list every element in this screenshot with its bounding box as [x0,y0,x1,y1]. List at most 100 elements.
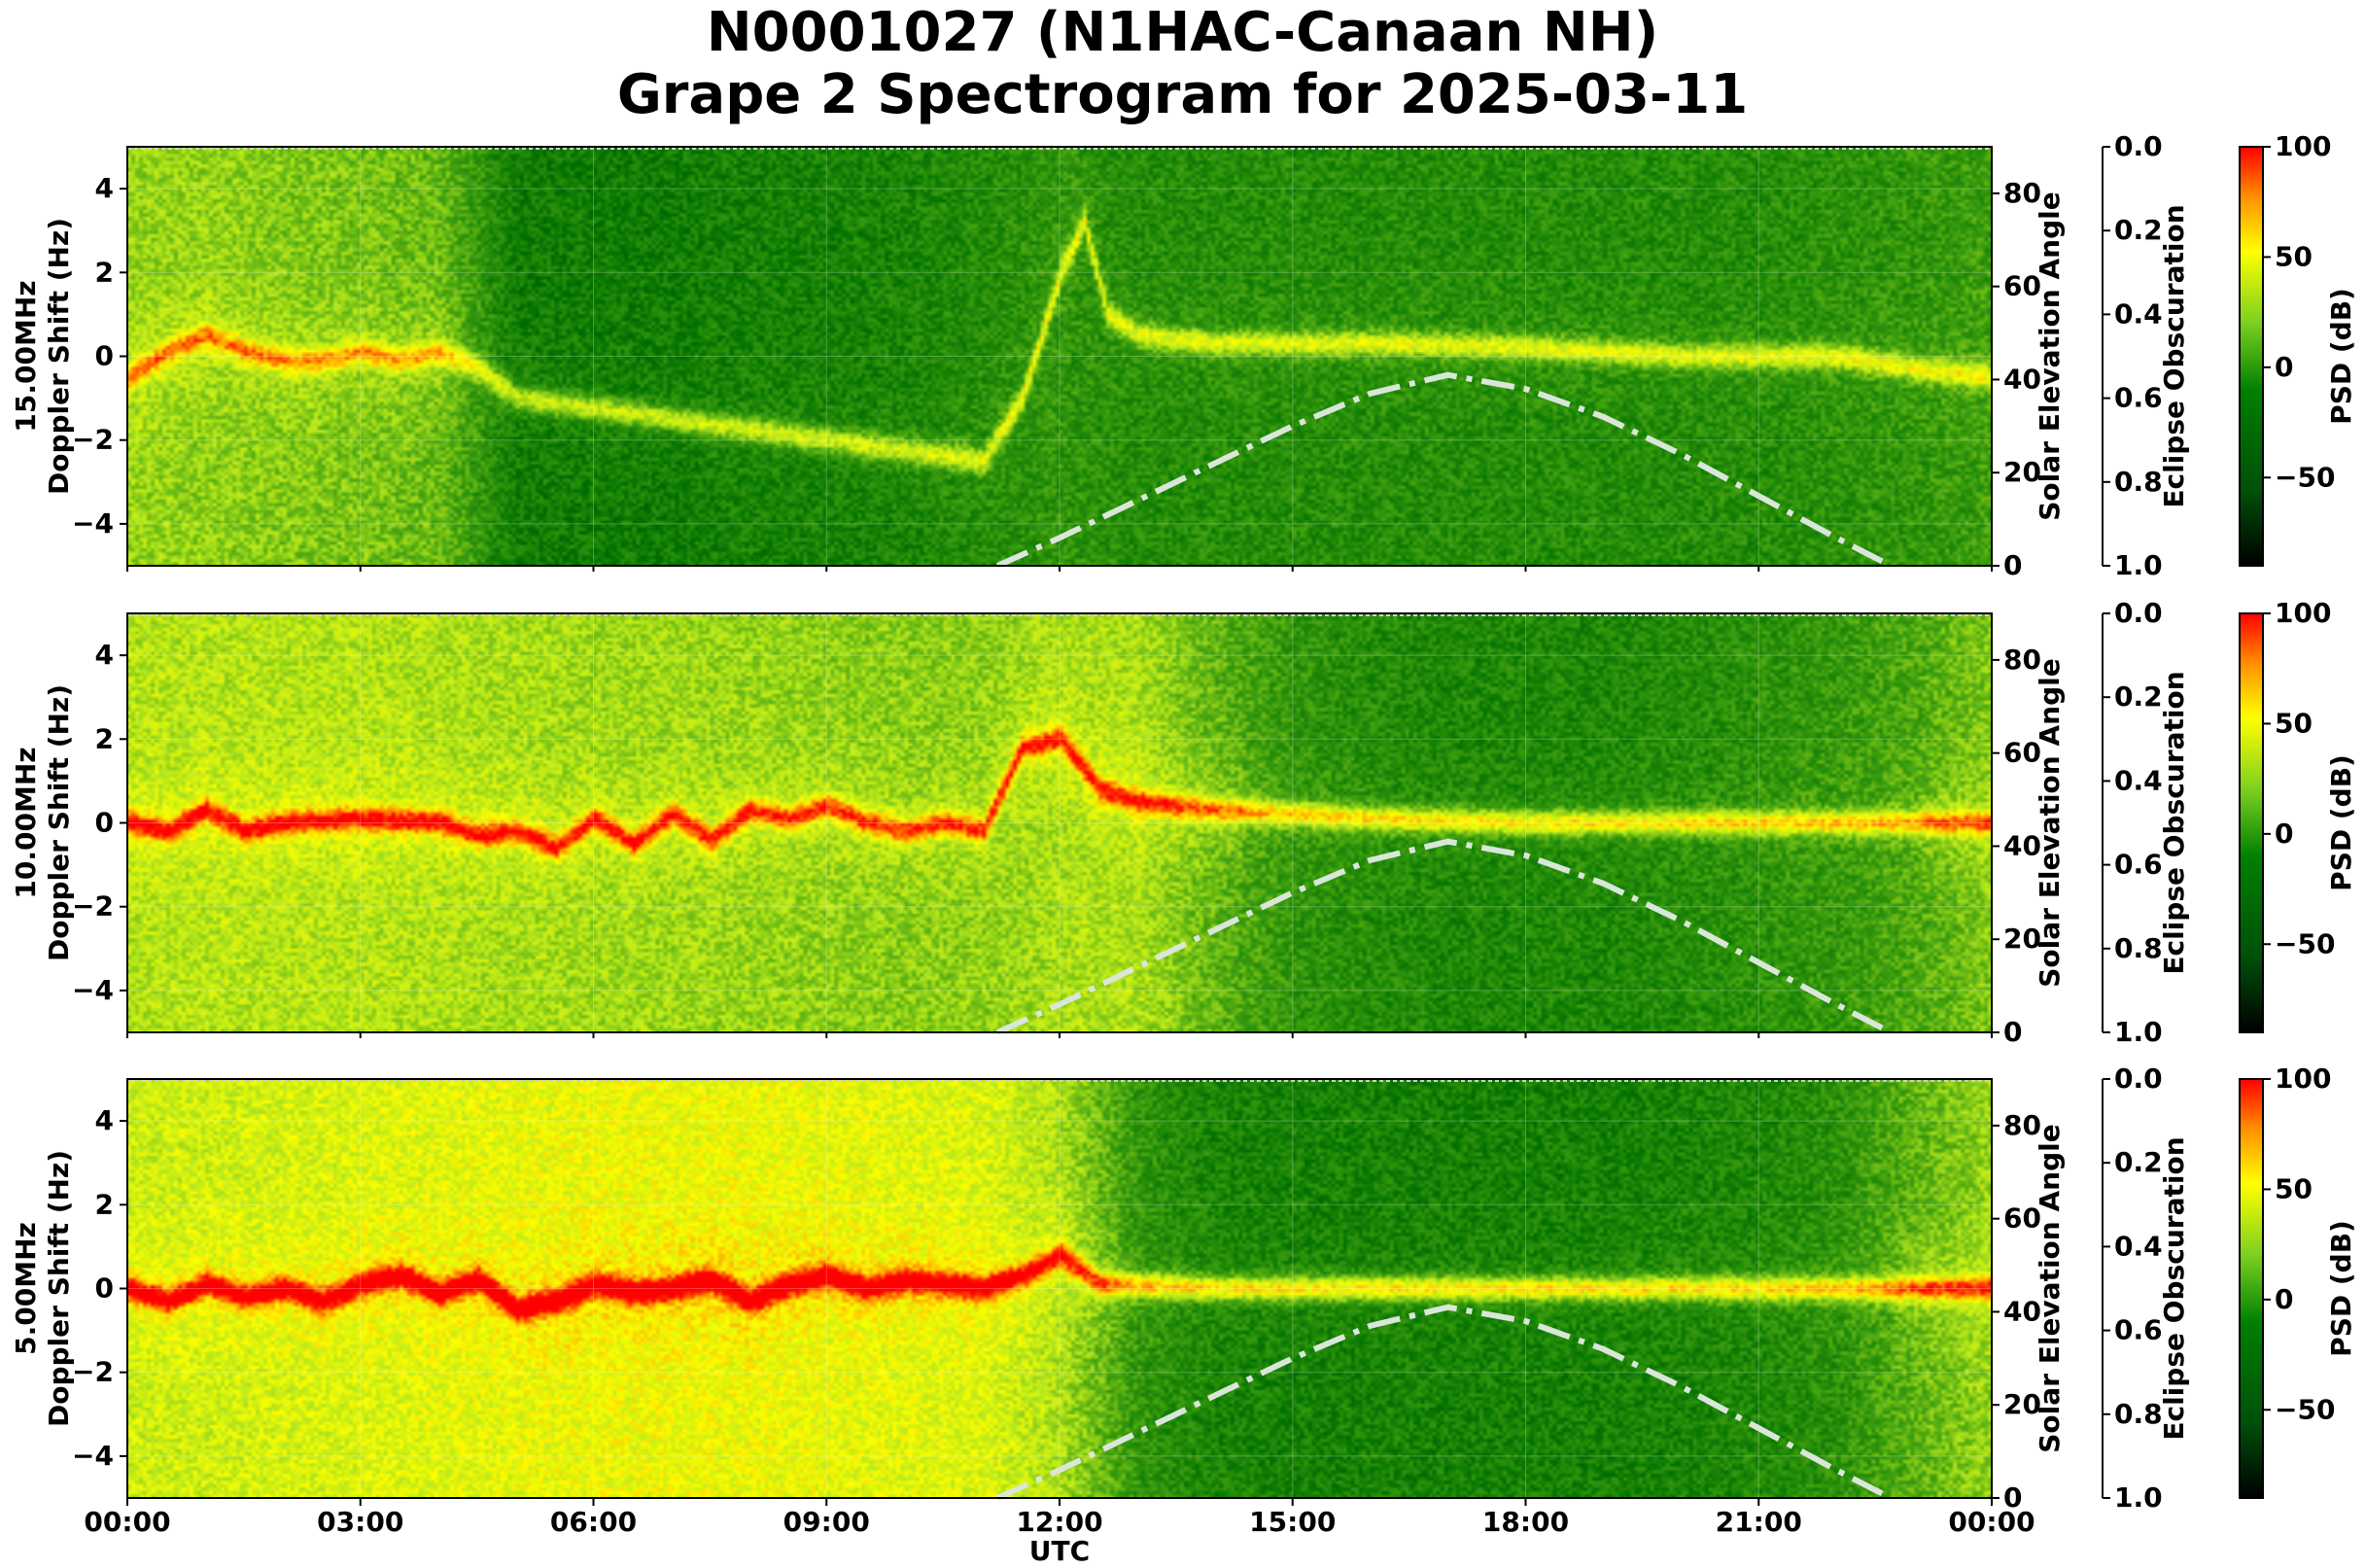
colorbar-tick-label: −50 [2275,461,2335,493]
eclipse-tick-label: 1.0 [2114,549,2163,581]
right-tick-label: 20 [2003,1388,2041,1420]
colorbar-tick-label: 50 [2275,707,2313,739]
spectrogram-heatmap [127,1079,1992,1498]
x-axis-label: UTC [1029,1535,1090,1567]
solar-elevation-curve [995,1304,1893,1501]
solar-elevation-label: Solar Elevation Angle [2034,658,2066,987]
right-tick-label: 80 [2003,644,2041,676]
eclipse-tick-label: 0.0 [2114,130,2163,162]
right-tick-label: 40 [2003,829,2041,861]
eclipse-tick-label: 0.4 [2114,1230,2163,1262]
colorbar-tick-label: 50 [2275,1172,2313,1204]
y-tick-label: 4 [95,1104,114,1136]
title-line-2: Grape 2 Spectrogram for 2025-03-11 [616,63,1749,126]
eclipse-tick-label: 1.0 [2114,1016,2163,1048]
panel-10.00MHz: 420−2−410.00MHz Doppler Shift (Hz)8060402… [10,597,2357,1048]
y-tick-label: −2 [72,890,114,923]
chart-title: N0001027 (N1HAC-Canaan NH) Grape 2 Spect… [0,2,2365,126]
x-tick-label: 18:00 [1482,1506,1569,1538]
y-tick-label: 2 [95,722,114,754]
y-axis-label: Doppler Shift (Hz) [43,1150,75,1427]
colorbar-label: PSD (dB) [2325,1220,2357,1357]
solar-elevation-label: Solar Elevation Angle [2034,1124,2066,1452]
panel-frequency-label: 10.00MHz [10,747,42,898]
right-tick-label: 0 [2003,1481,2022,1514]
eclipse-tick-label: 0.8 [2114,1398,2163,1430]
y-tick-label: −4 [72,507,114,540]
solar-elevation-curve [995,371,1893,569]
x-tick-label: 21:00 [1716,1506,1802,1538]
solar-elevation-label: Solar Elevation Angle [2034,192,2066,520]
right-tick-label: 60 [2003,270,2041,302]
right-tick-label: 40 [2003,1295,2041,1327]
eclipse-tick-label: 0.8 [2114,466,2163,498]
eclipse-obscuration-label: Eclipse Obscuration [2158,1136,2190,1440]
eclipse-tick-label: 0.2 [2114,214,2163,246]
y-tick-label: 0 [95,807,114,839]
right-tick-label: 80 [2003,1109,2041,1141]
panel-frequency-label: 15.00MHz [10,280,42,432]
eclipse-tick-label: 0.8 [2114,932,2163,964]
spectrogram-heatmap [127,147,1992,566]
solar-elevation-curve [995,838,1893,1035]
eclipse-tick-label: 0.0 [2114,1063,2163,1095]
eclipse-tick-label: 0.6 [2114,849,2163,881]
colorbar-tick-label: 0 [2275,1283,2293,1315]
colorbar-label: PSD (dB) [2325,288,2357,425]
y-tick-label: −4 [72,1440,114,1472]
title-line-1: N0001027 (N1HAC-Canaan NH) [706,1,1659,64]
y-tick-label: −2 [72,1356,114,1388]
colorbar-tick-label: 50 [2275,240,2313,272]
x-tick-label: 15:00 [1249,1506,1336,1538]
colorbar-tick-label: −50 [2275,1393,2335,1425]
x-tick-label: 06:00 [550,1506,637,1538]
x-tick-label: 00:00 [1948,1506,2035,1538]
y-tick-label: 4 [95,172,114,204]
y-tick-label: 0 [95,340,114,372]
x-tick-label: 03:00 [317,1506,403,1538]
colorbar-tick-label: 100 [2275,130,2331,162]
x-tick-label: 00:00 [84,1506,170,1538]
y-tick-label: 2 [95,1188,114,1220]
colorbar-tick-label: 0 [2275,351,2293,383]
y-tick-label: −4 [72,974,114,1006]
eclipse-tick-label: 0.6 [2114,1314,2163,1346]
panel-frequency-label: 5.00MHz [10,1222,42,1355]
right-tick-label: 0 [2003,549,2022,581]
eclipse-tick-label: 0.6 [2114,382,2163,414]
colorbar [2239,1078,2264,1499]
panel-5.00MHz: 420−2−45.00MHz Doppler Shift (Hz)80604020… [10,1063,2357,1567]
eclipse-tick-label: 0.4 [2114,297,2163,330]
colorbar-tick-label: 100 [2275,597,2331,629]
y-tick-label: 4 [95,639,114,671]
eclipse-tick-label: 0.4 [2114,764,2163,796]
right-tick-label: 60 [2003,737,2041,769]
y-tick-label: 2 [95,256,114,288]
panel-15.00MHz: 420−2−415.00MHz Doppler Shift (Hz)8060402… [10,130,2357,581]
eclipse-tick-label: 0.0 [2114,597,2163,629]
colorbar-tick-label: 100 [2275,1063,2331,1095]
colorbar-tick-label: 0 [2275,818,2293,850]
eclipse-tick-label: 0.2 [2114,1146,2163,1178]
y-axis-label: Doppler Shift (Hz) [43,218,75,495]
eclipse-tick-label: 1.0 [2114,1481,2163,1514]
eclipse-obscuration-label: Eclipse Obscuration [2158,204,2190,507]
x-tick-label: 12:00 [1016,1506,1102,1538]
spectrogram-heatmap [127,613,1992,1032]
colorbar [2239,612,2264,1033]
y-tick-label: 0 [95,1272,114,1305]
right-tick-label: 40 [2003,363,2041,395]
y-axis-label: Doppler Shift (Hz) [43,684,75,961]
right-tick-label: 0 [2003,1016,2022,1048]
colorbar [2239,146,2264,567]
y-tick-label: −2 [72,424,114,456]
x-tick-label: 09:00 [783,1506,870,1538]
right-tick-label: 20 [2003,456,2041,488]
right-tick-label: 60 [2003,1202,2041,1235]
right-tick-label: 20 [2003,923,2041,955]
eclipse-obscuration-label: Eclipse Obscuration [2158,671,2190,974]
right-tick-label: 80 [2003,177,2041,209]
colorbar-tick-label: −50 [2275,927,2335,959]
colorbar-label: PSD (dB) [2325,754,2357,891]
